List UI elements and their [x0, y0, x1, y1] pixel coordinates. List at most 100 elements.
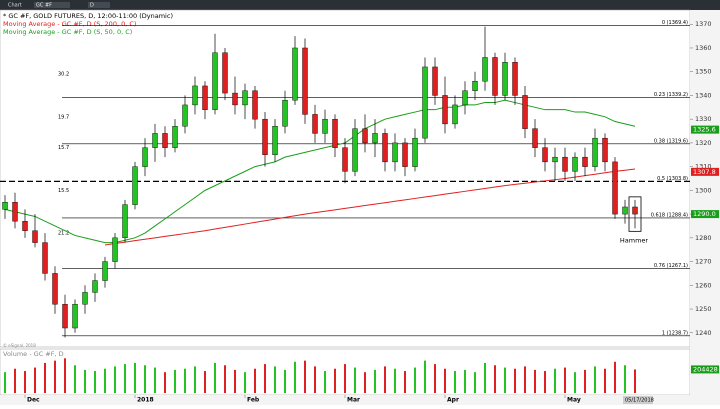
candle-body	[72, 304, 78, 329]
candle-body	[92, 280, 98, 293]
volume-bar	[234, 369, 236, 393]
candle-body	[142, 147, 148, 167]
y-tick-label: 1320	[695, 139, 712, 147]
candle-body	[472, 80, 478, 91]
candle-body	[482, 57, 488, 82]
interval[interactable]: D	[90, 3, 94, 9]
study-label: 19.7	[58, 114, 69, 120]
volume-bar	[584, 369, 586, 393]
volume-bar	[424, 360, 426, 393]
symbol[interactable]: GC #F	[36, 3, 52, 9]
volume-bar	[394, 368, 396, 393]
candle-body	[192, 85, 198, 106]
volume-bar	[144, 365, 146, 393]
volume-bar	[544, 371, 546, 393]
y-tick-label: 1310	[695, 163, 712, 171]
candle-body	[202, 85, 208, 110]
price-tag-label: 1307.8	[693, 168, 716, 176]
volume-bar	[224, 365, 226, 393]
x-tick-label: 2018	[137, 397, 154, 404]
x-tick-label: Feb	[247, 397, 260, 404]
volume-tag-label: 204428	[693, 365, 718, 373]
volume-bar	[384, 366, 386, 393]
candle-body	[432, 66, 438, 96]
volume-bar	[434, 364, 436, 393]
legend-entry: Moving Average - GC #F, D (S, 50, 0, C)	[3, 28, 132, 36]
study-label: 15.7	[58, 145, 69, 151]
copyright: © eSignal, 2018	[3, 343, 36, 348]
tab[interactable]: Chart	[8, 3, 22, 9]
price-axis	[690, 10, 720, 405]
volume-bar	[594, 366, 596, 393]
price-tag	[691, 210, 719, 219]
candle-body	[422, 66, 428, 139]
interval-box[interactable]	[88, 2, 110, 8]
volume-bar	[194, 366, 196, 393]
volume-title: Volume - GC #F, D	[3, 350, 64, 358]
candle-body	[452, 104, 458, 125]
volume-bar	[94, 371, 96, 393]
volume-bar	[44, 362, 46, 393]
volume-bar	[554, 368, 556, 393]
candle-body	[222, 52, 228, 94]
y-tick-label: 1330	[695, 115, 712, 123]
candle-body	[602, 137, 608, 163]
candle-body	[42, 242, 48, 274]
volume-bar	[274, 366, 276, 393]
candle-body	[112, 237, 118, 262]
candle-body	[12, 202, 18, 222]
fib-label: 0.5 (1303.8)	[657, 176, 688, 182]
candle-body	[32, 230, 38, 243]
volume-bar	[604, 368, 606, 393]
candle-body	[322, 118, 328, 134]
volume-bar	[284, 369, 286, 393]
fib-label: 0.23 (1339.2)	[654, 92, 688, 98]
candle-body	[252, 90, 258, 120]
y-tick-label: 1300	[695, 186, 712, 194]
volume-bar	[494, 365, 496, 393]
candle-body	[332, 118, 338, 148]
x-tick-label: Apr	[447, 397, 459, 404]
candle-body	[102, 261, 108, 281]
x-tick-label: Dec	[27, 397, 40, 404]
volume-bar	[614, 361, 616, 393]
volume-bar	[474, 372, 476, 393]
candle-body	[342, 147, 348, 172]
study-label: 30.2	[58, 72, 69, 78]
candle-body	[562, 156, 568, 172]
candle-body	[532, 128, 538, 148]
candle-body	[362, 128, 368, 144]
volume-bar	[334, 368, 336, 393]
volume-bar	[504, 367, 506, 393]
volume-bar	[404, 371, 406, 393]
candle-body	[22, 221, 28, 231]
candle-body	[502, 62, 508, 96]
candle-body	[512, 62, 518, 96]
candle-body	[612, 161, 618, 215]
candle-body	[172, 126, 178, 148]
annotation: Hammer	[620, 236, 649, 244]
volume-bar	[374, 369, 376, 393]
candle-body	[462, 90, 468, 106]
volume-bar	[154, 367, 156, 393]
candle-body	[62, 304, 68, 329]
volume-bar	[124, 364, 126, 393]
volume-bar	[14, 368, 16, 393]
volume-bar	[34, 367, 36, 393]
fib-label: 0.76 (1267.1)	[654, 263, 688, 269]
candle-body	[352, 128, 358, 172]
x-tick-label: May	[567, 397, 581, 404]
volume-bar	[454, 371, 456, 393]
candle-body	[292, 47, 298, 101]
candle-body	[272, 126, 278, 155]
volume-bar	[464, 369, 466, 393]
volume-bar	[514, 368, 516, 393]
date-tag-label: 05/17/2018	[625, 398, 654, 404]
volume-tag	[691, 365, 719, 374]
volume-bar	[114, 366, 116, 393]
candle-body	[402, 142, 408, 167]
volume-bar	[564, 367, 566, 393]
fib-label: 1 (1238.7)	[662, 330, 688, 336]
symbol-box[interactable]	[34, 2, 70, 8]
